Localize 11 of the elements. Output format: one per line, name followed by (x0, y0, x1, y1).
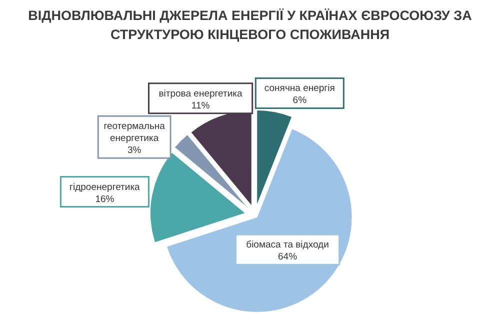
slice-label: геотермальна енергетика (104, 121, 166, 144)
chart-title: ВІДНОВЛЮВАЛЬНІ ДЖЕРЕЛА ЕНЕРГІЇ У КРАЇНАХ ЄВРОСОЮЗУ ЗА СТРУКТУРОЮ КІНЦЕВОГО СПОЖИВАННЯ (28, 8, 472, 42)
data-label: 64% (278, 252, 298, 263)
data-label: 11% (191, 100, 210, 112)
data-label: 6% (292, 95, 308, 106)
data-label: 3% (127, 145, 142, 156)
data-label: 16% (95, 194, 115, 205)
slice-label: гідроенергетика (70, 182, 141, 193)
slice-label: вітрова енергетика (158, 88, 244, 100)
slice-label: сонячна енергія (264, 83, 335, 94)
slice-label: біомаса та відходи (246, 240, 329, 251)
